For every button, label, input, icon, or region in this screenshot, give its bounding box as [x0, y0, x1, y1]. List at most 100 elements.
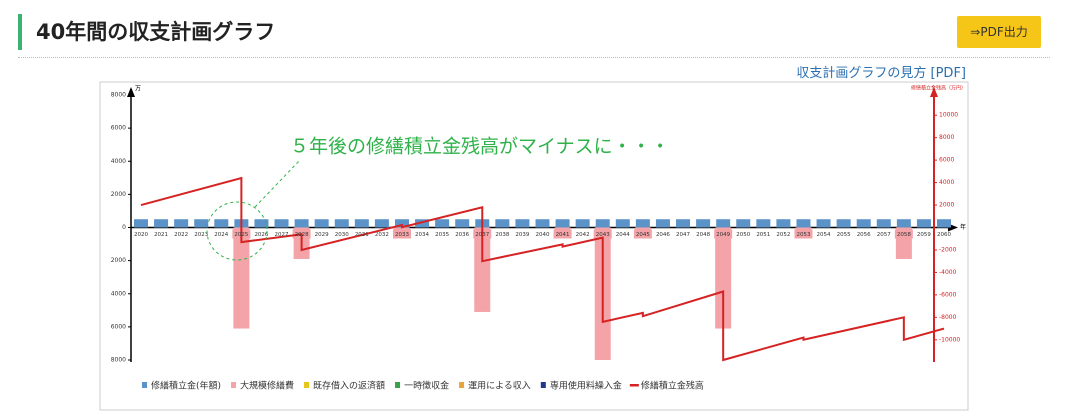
- x-tick-label: 2060: [937, 232, 951, 238]
- bar: [876, 219, 891, 228]
- chart-frame: [99, 81, 969, 411]
- x-axis-label: 年: [960, 223, 966, 231]
- bar: [394, 219, 409, 228]
- bar: [756, 219, 771, 228]
- bar: [856, 219, 871, 228]
- y2-tick-label: -6000: [939, 291, 957, 298]
- x-tick-label: 2049: [716, 232, 730, 238]
- x-tick-label: 2024: [214, 232, 228, 238]
- x-tick-label: 2058: [897, 232, 911, 238]
- bar: [214, 219, 229, 228]
- x-tick-label: 2021: [154, 232, 168, 238]
- legend-label: 一時徴収金: [404, 380, 449, 392]
- bar: [937, 219, 951, 228]
- x-tick-label: 2030: [335, 232, 349, 238]
- bar: [796, 219, 811, 228]
- x-tick-label: 2032: [375, 232, 389, 238]
- bar: [274, 219, 289, 228]
- x-tick-highlight: [794, 229, 813, 239]
- x-tick-label: 2037: [475, 232, 489, 238]
- bar: [715, 227, 732, 329]
- bar: [655, 219, 670, 228]
- bar: [314, 219, 329, 228]
- x-tick-label: 2034: [415, 232, 429, 238]
- x-tick-label: 2044: [616, 232, 630, 238]
- bar: [635, 219, 650, 228]
- bar: [435, 219, 450, 228]
- x-tick-label: 2052: [776, 232, 790, 238]
- y-tick-label: 0: [122, 224, 126, 231]
- bar: [294, 219, 309, 228]
- bar: [354, 219, 369, 228]
- y-tick-label: 4000: [111, 290, 126, 297]
- bar: [896, 219, 911, 228]
- y-tick-label: 2000: [111, 257, 126, 264]
- y-axis-label: 万: [135, 86, 141, 93]
- x-tick-label: 2046: [656, 232, 670, 238]
- bar: [615, 219, 630, 228]
- y2-tick-label: 2000: [939, 202, 954, 209]
- bar: [154, 219, 169, 228]
- x-tick-label: 2028: [295, 232, 309, 238]
- y-tick-label: 8000: [111, 92, 126, 99]
- bar: [415, 219, 430, 228]
- legend-label: 大規模修繕費: [240, 380, 294, 392]
- y2-tick-label: -10000: [939, 336, 960, 343]
- x-tick-label: 2042: [576, 232, 590, 238]
- x-tick-highlight: [633, 229, 652, 239]
- legend-swatch: [540, 382, 546, 388]
- bar: [816, 219, 831, 228]
- bar: [575, 219, 590, 228]
- legend-swatch: [395, 382, 401, 388]
- annotation-circle: [206, 201, 268, 261]
- x-tick-label: 2026: [254, 232, 268, 238]
- x-tick-label: 2056: [857, 232, 871, 238]
- bar: [474, 227, 491, 312]
- x-tick-label: 2053: [796, 232, 810, 238]
- annotation: ５年後の修繕積立金残高がマイナスに・・・: [290, 136, 670, 158]
- bar: [795, 227, 812, 231]
- bar: [455, 219, 470, 228]
- x-tick-label: 2035: [435, 232, 449, 238]
- x-tick-label: 2038: [495, 232, 509, 238]
- legend-label: 専用使用料繰入金: [550, 380, 622, 392]
- y-tick-label: 6000: [111, 323, 126, 330]
- bar: [194, 219, 209, 228]
- y-tick-label: 2000: [111, 191, 126, 198]
- legend-label: 修繕積立金(年額): [151, 380, 221, 392]
- page-title: 40年間の収支計画グラフ: [18, 14, 275, 50]
- x-tick-label: 2036: [455, 232, 469, 238]
- x-tick-label: 2025: [234, 232, 248, 238]
- x-tick-label: 2047: [676, 232, 690, 238]
- bar: [495, 219, 510, 228]
- y-tick-label: 8000: [111, 357, 126, 364]
- y2-tick-label: -2000: [939, 246, 957, 253]
- x-tick-highlight: [553, 229, 572, 239]
- legend-swatch: [459, 382, 465, 388]
- y-tick-label: 6000: [111, 125, 126, 132]
- x-tick-label: 2039: [515, 232, 529, 238]
- x-tick-label: 2041: [556, 232, 570, 238]
- bar: [174, 219, 189, 228]
- bar: [916, 219, 931, 228]
- legend-swatch: [629, 384, 639, 387]
- bar: [836, 219, 851, 228]
- y2-tick-label: 4000: [939, 179, 954, 186]
- x-tick-label: 2031: [355, 232, 369, 238]
- x-tick-label: 2023: [194, 232, 208, 238]
- help-link[interactable]: 収支計画グラフの見方 [PDF]: [796, 66, 966, 81]
- bar: [895, 227, 912, 259]
- legend-swatch: [142, 382, 147, 388]
- separator: [18, 57, 1050, 58]
- bar: [374, 219, 389, 228]
- x-tick-label: 2020: [134, 232, 148, 238]
- bar: [535, 219, 550, 228]
- legend-label: 既存借入の返済額: [313, 380, 385, 392]
- x-tick-label: 2055: [837, 232, 851, 238]
- x-tick-label: 2054: [817, 232, 831, 238]
- pdf-button[interactable]: ⇒PDF出力: [957, 16, 1041, 48]
- bar: [254, 219, 269, 228]
- x-tick-label: 2033: [395, 232, 409, 238]
